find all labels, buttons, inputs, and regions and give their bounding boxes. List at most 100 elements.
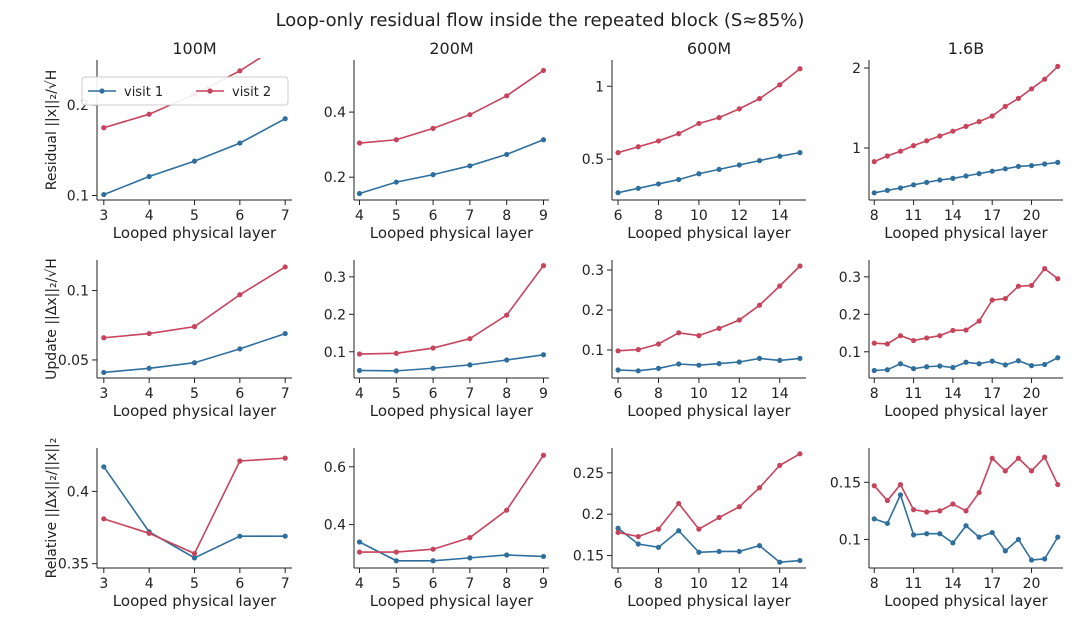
data-point — [237, 68, 243, 74]
data-point — [696, 549, 702, 555]
data-point — [393, 350, 399, 356]
legend-box — [81, 76, 289, 106]
series-line — [359, 69, 544, 144]
data-point — [191, 324, 198, 330]
data-point — [146, 111, 152, 117]
data-point — [283, 39, 288, 44]
x-tick-label: 3 — [99, 386, 108, 402]
data-point — [797, 66, 803, 72]
data-point — [797, 355, 803, 361]
x-tick-label: 20 — [1023, 576, 1041, 592]
data-point — [1015, 95, 1022, 101]
data-point — [756, 485, 763, 491]
x-tick-label: 17 — [983, 576, 1001, 592]
data-point — [504, 312, 510, 318]
data-point — [635, 533, 641, 540]
data-point — [897, 492, 904, 498]
x-tick-label: 8 — [654, 386, 663, 402]
series-visit-2 — [615, 66, 803, 156]
data-point — [963, 327, 969, 333]
y-tick-label: 0.5 — [582, 152, 604, 168]
data-point — [504, 151, 510, 158]
data-point — [635, 144, 641, 150]
x-tick-label: 5 — [190, 576, 199, 592]
data-point — [777, 153, 783, 159]
series-visit-2 — [356, 263, 547, 357]
data-point — [635, 541, 641, 547]
data-point — [777, 357, 783, 363]
data-point — [393, 368, 399, 374]
data-point — [655, 138, 662, 144]
series-visit-1 — [356, 539, 547, 564]
data-point — [101, 191, 107, 198]
column-titles: 100M 200M 600M 1.6B — [172, 39, 984, 58]
data-point — [1002, 295, 1008, 302]
data-point — [696, 171, 702, 177]
data-point — [1002, 103, 1008, 109]
data-point — [1028, 86, 1035, 92]
row-labels: Residual ||x||₂/√H Update ||Δx||₂/√H Relat… — [44, 70, 60, 579]
data-point — [756, 355, 763, 361]
panel-200M-relative: 4 5 6 7 8 9 0.4 0.6 Looped physical layer — [324, 448, 549, 610]
data-point — [924, 335, 930, 341]
data-point — [736, 359, 742, 365]
panel-200M-update: 4 5 6 7 8 9 0.1 0.2 0.3 Looped physical layer — [324, 260, 549, 420]
data-point — [797, 557, 803, 564]
y-tick-label: 0.3 — [582, 263, 604, 279]
column-title: 600M — [687, 39, 731, 58]
y-tick-label: 2 — [852, 61, 861, 77]
series-line — [359, 139, 544, 195]
data-point — [430, 345, 436, 351]
legend-label: visit 1 — [124, 85, 163, 100]
x-tick-label: 5 — [392, 386, 401, 402]
x-axis-label: Looped physical layer — [884, 592, 1048, 610]
data-point — [237, 346, 243, 352]
x-tick-label: 6 — [429, 576, 438, 592]
data-point — [963, 123, 969, 129]
series-line — [617, 527, 801, 564]
data-point — [676, 176, 682, 183]
data-point — [777, 559, 783, 565]
data-point — [655, 341, 662, 347]
row-label: Update ||Δx||₂/√H — [44, 258, 60, 380]
data-point — [191, 360, 198, 366]
data-point — [989, 455, 995, 461]
x-tick-label: 12 — [730, 386, 748, 402]
x-tick-label: 8 — [870, 386, 879, 402]
data-point — [910, 182, 917, 188]
data-point — [1055, 481, 1061, 488]
data-point — [797, 451, 803, 457]
x-axis-label: Looped physical layer — [370, 592, 534, 610]
data-point — [736, 317, 742, 323]
data-point — [356, 351, 363, 357]
legend-marker — [99, 88, 105, 94]
x-tick-label: 5 — [392, 208, 401, 224]
data-point — [430, 125, 436, 131]
data-point — [655, 526, 662, 532]
data-point — [146, 173, 152, 180]
data-point — [884, 520, 890, 527]
column-title: 100M — [172, 39, 216, 58]
y-tick-label: 0.2 — [582, 303, 604, 319]
figure-title: Loop-only residual flow inside the repea… — [276, 10, 805, 31]
data-point — [1042, 161, 1048, 167]
series-line — [359, 541, 544, 562]
x-tick-label: 5 — [190, 386, 199, 402]
data-point — [430, 546, 436, 552]
x-tick-label: 6 — [614, 386, 623, 402]
data-point — [777, 283, 783, 289]
x-tick-label: 20 — [1023, 208, 1041, 224]
data-point — [101, 464, 107, 470]
series-visit-2 — [101, 455, 288, 557]
data-point — [635, 185, 641, 191]
data-point — [146, 330, 152, 337]
data-point — [736, 106, 742, 112]
data-point — [777, 82, 783, 88]
row-label: Relative ||Δx||₂/||x||₂ — [44, 438, 60, 579]
data-point — [540, 67, 547, 74]
y-tick-label: 0.1 — [324, 345, 346, 361]
series-visit-2 — [356, 67, 547, 146]
data-point — [467, 336, 473, 342]
data-point — [897, 148, 904, 154]
data-point — [924, 138, 930, 144]
